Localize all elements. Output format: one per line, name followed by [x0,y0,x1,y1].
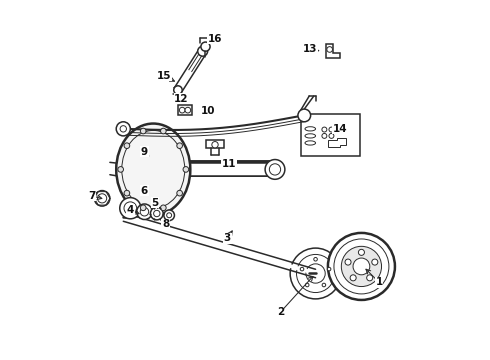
Circle shape [342,246,382,287]
Circle shape [322,283,326,287]
Circle shape [140,128,146,134]
Circle shape [185,107,191,113]
Text: 16: 16 [208,34,222,44]
Text: 14: 14 [333,124,347,134]
Text: 3: 3 [224,233,231,243]
Text: 1: 1 [375,277,383,287]
Bar [110,163,116,176]
Text: 2: 2 [277,307,284,317]
Circle shape [120,126,126,132]
Text: 15: 15 [157,71,171,81]
Polygon shape [326,44,340,58]
Circle shape [177,190,182,196]
Circle shape [201,42,210,51]
Circle shape [150,207,163,220]
Text: 10: 10 [201,106,215,116]
Circle shape [306,264,325,283]
Text: 7: 7 [88,191,95,201]
Circle shape [328,233,395,300]
Bar [206,140,224,148]
Ellipse shape [305,134,316,138]
Circle shape [198,46,208,56]
Circle shape [367,275,373,281]
Circle shape [154,210,160,217]
Ellipse shape [305,141,316,145]
Polygon shape [174,49,206,92]
Ellipse shape [305,127,316,131]
Text: 11: 11 [222,159,236,169]
Circle shape [161,205,166,211]
Circle shape [329,134,334,138]
Circle shape [95,190,110,206]
Circle shape [116,122,130,136]
Circle shape [300,267,304,271]
Bar [301,114,360,156]
Circle shape [358,249,365,255]
Circle shape [353,258,370,275]
Circle shape [98,194,107,203]
Circle shape [174,86,182,94]
Circle shape [350,275,356,281]
Circle shape [322,127,327,132]
Circle shape [296,255,335,293]
Circle shape [120,198,141,219]
Circle shape [265,159,285,179]
Circle shape [140,207,148,216]
Text: 12: 12 [174,94,189,104]
Circle shape [137,204,152,220]
Circle shape [329,127,334,132]
Circle shape [327,267,331,271]
Text: 4: 4 [126,205,134,215]
Circle shape [314,257,318,261]
Circle shape [183,167,189,172]
Polygon shape [328,138,345,147]
Text: 9: 9 [141,147,148,157]
Circle shape [161,128,166,134]
Circle shape [124,143,130,149]
Circle shape [164,210,174,221]
Circle shape [167,213,172,218]
Bar [190,163,273,176]
Circle shape [177,143,182,149]
Circle shape [327,47,333,52]
Bar [178,105,192,116]
Circle shape [305,283,309,287]
Circle shape [334,239,389,294]
Circle shape [372,259,378,265]
Circle shape [290,248,341,299]
Text: 5: 5 [151,198,159,208]
Circle shape [345,259,351,265]
Circle shape [140,205,146,211]
Ellipse shape [116,123,190,215]
Circle shape [270,164,281,175]
Circle shape [322,134,327,138]
Ellipse shape [122,130,185,208]
Circle shape [118,167,123,172]
Text: 6: 6 [141,186,148,195]
Circle shape [212,141,218,148]
Polygon shape [189,50,204,72]
Text: 8: 8 [162,219,169,229]
Text: 13: 13 [303,45,318,54]
Circle shape [124,190,130,196]
Circle shape [124,202,137,215]
Circle shape [298,109,311,122]
Circle shape [179,107,185,113]
